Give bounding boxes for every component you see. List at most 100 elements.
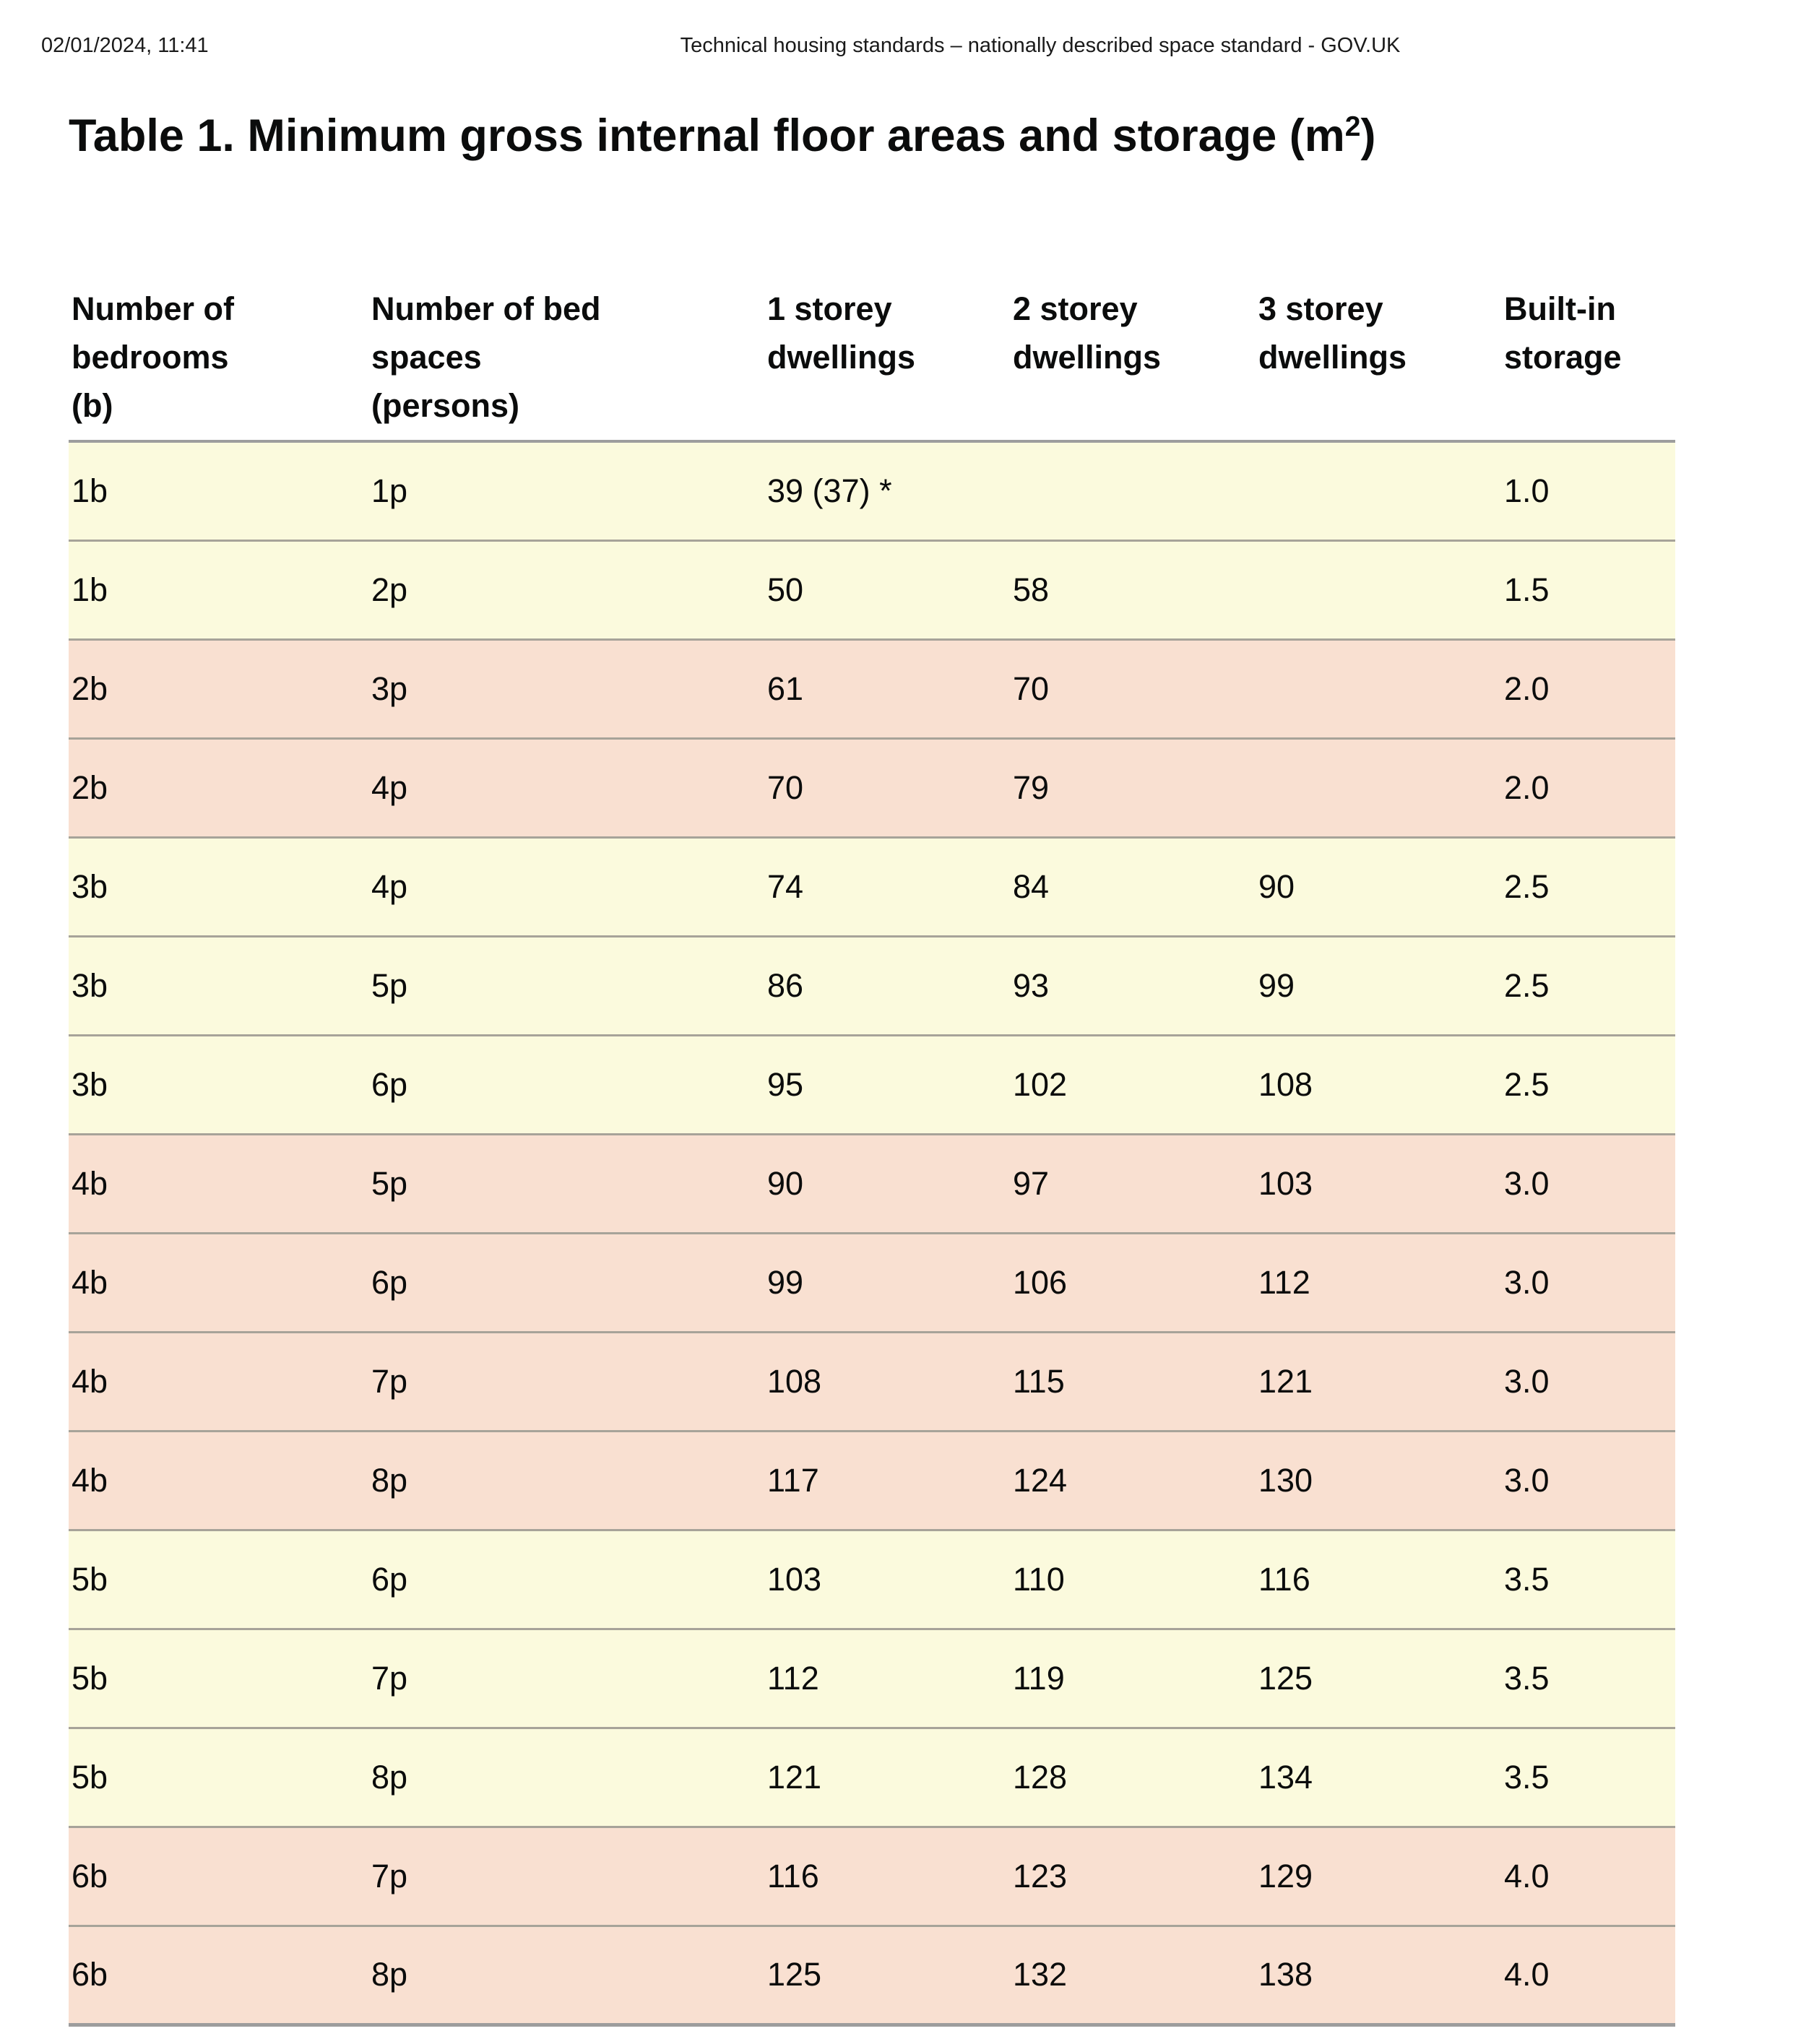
cell-2-storey: 119 [1013, 1659, 1065, 1697]
cell-bedrooms: 4b [72, 1164, 108, 1202]
cell-2-storey: 115 [1013, 1362, 1065, 1400]
table-row: 2b 3p 61 70 2.0 [69, 639, 1675, 738]
table-row: 2b 4p 70 79 2.0 [69, 738, 1675, 837]
header-row: Number of bedrooms (b) Number of bed spa… [69, 280, 1675, 441]
cell-bed-spaces: 5p [371, 1164, 408, 1202]
header-line: spaces [371, 339, 482, 376]
header-line: 2 storey [1013, 290, 1138, 327]
cell-1-storey: 112 [767, 1659, 819, 1697]
cell-bed-spaces: 5p [371, 966, 408, 1004]
page-title: Table 1. Minimum gross internal floor ar… [69, 108, 1375, 163]
cell-bed-spaces: 7p [371, 1659, 408, 1697]
cell-bedrooms: 5b [72, 1659, 108, 1697]
cell-3-storey: 138 [1258, 1956, 1313, 1993]
column-header-2-storey: 2 storey dwellings [1010, 280, 1256, 441]
cell-storage: 2.5 [1504, 1065, 1550, 1103]
cell-1-storey: 90 [767, 1164, 804, 1202]
cell-bed-spaces: 4p [371, 867, 408, 905]
cell-bedrooms: 5b [72, 1560, 108, 1598]
cell-storage: 3.5 [1504, 1560, 1550, 1598]
column-header-storage: Built-in storage [1501, 280, 1675, 441]
table-row: 1b 2p 50 58 1.5 [69, 540, 1675, 639]
cell-2-storey: 128 [1013, 1758, 1068, 1796]
cell-1-storey: 117 [767, 1461, 819, 1499]
space-standards-table: Number of bedrooms (b) Number of bed spa… [69, 280, 1675, 2027]
cell-bedrooms: 2b [72, 768, 108, 806]
cell-bedrooms: 1b [72, 571, 108, 608]
header-line: dwellings [1258, 339, 1407, 376]
cell-3-storey: 90 [1258, 867, 1295, 905]
cell-2-storey: 123 [1013, 1857, 1068, 1894]
cell-storage: 2.0 [1504, 768, 1550, 806]
cell-bed-spaces: 2p [371, 571, 408, 608]
cell-3-storey: 103 [1258, 1164, 1313, 1202]
cell-storage: 3.0 [1504, 1263, 1550, 1301]
cell-bed-spaces: 8p [371, 1758, 408, 1796]
cell-2-storey: 132 [1013, 1956, 1068, 1993]
cell-1-storey: 61 [767, 670, 804, 707]
cell-3-storey: 112 [1258, 1263, 1310, 1301]
cell-1-storey: 86 [767, 966, 804, 1004]
header-line: (b) [72, 387, 113, 424]
column-header-1-storey: 1 storey dwellings [764, 280, 1010, 441]
cell-3-storey: 125 [1258, 1659, 1313, 1697]
cell-2-storey [1010, 441, 1256, 540]
cell-bedrooms: 5b [72, 1758, 108, 1796]
cell-storage: 2.5 [1504, 867, 1550, 905]
cell-3-storey: 134 [1258, 1758, 1313, 1796]
cell-bedrooms: 6b [72, 1956, 108, 1993]
table-row: 4b 7p 108 115 121 3.0 [69, 1332, 1675, 1431]
cell-bedrooms: 3b [72, 867, 108, 905]
header-line: dwellings [767, 339, 916, 376]
cell-bed-spaces: 7p [371, 1362, 408, 1400]
cell-storage: 3.0 [1504, 1362, 1550, 1400]
header-line: Number of [72, 290, 234, 327]
cell-bed-spaces: 6p [371, 1263, 408, 1301]
cell-1-storey: 99 [767, 1263, 804, 1301]
cell-1-storey: 121 [767, 1758, 822, 1796]
cell-storage: 2.5 [1504, 966, 1550, 1004]
cell-storage: 3.0 [1504, 1164, 1550, 1202]
cell-1-storey: 39 (37) * [767, 472, 892, 509]
column-header-3-storey: 3 storey dwellings [1256, 280, 1501, 441]
cell-storage: 3.5 [1504, 1659, 1550, 1697]
cell-1-storey: 74 [767, 867, 804, 905]
cell-bed-spaces: 8p [371, 1956, 408, 1993]
cell-bed-spaces: 6p [371, 1560, 408, 1598]
header-line: Built-in [1504, 290, 1616, 327]
cell-storage: 3.0 [1504, 1461, 1550, 1499]
column-header-bedrooms: Number of bedrooms (b) [69, 280, 368, 441]
cell-3-storey [1256, 738, 1501, 837]
cell-1-storey: 108 [767, 1362, 822, 1400]
cell-1-storey: 103 [767, 1560, 822, 1598]
cell-3-storey [1256, 441, 1501, 540]
cell-3-storey: 121 [1258, 1362, 1313, 1400]
header-line: Number of bed [371, 290, 601, 327]
cell-bed-spaces: 8p [371, 1461, 408, 1499]
page-title-superscript: 2 [1344, 111, 1361, 142]
header-line: bedrooms [72, 339, 229, 376]
cell-bed-spaces: 4p [371, 768, 408, 806]
table-row: 3b 5p 86 93 99 2.5 [69, 936, 1675, 1035]
table-row: 3b 4p 74 84 90 2.5 [69, 837, 1675, 936]
table-row: 3b 6p 95 102 108 2.5 [69, 1035, 1675, 1134]
cell-bed-spaces: 6p [371, 1065, 408, 1103]
header-line: (persons) [371, 387, 520, 424]
cell-2-storey: 93 [1013, 966, 1050, 1004]
table-header: Number of bedrooms (b) Number of bed spa… [69, 280, 1675, 441]
table-row: 6b 7p 116 123 129 4.0 [69, 1827, 1675, 1926]
cell-bedrooms: 3b [72, 1065, 108, 1103]
cell-1-storey: 70 [767, 768, 804, 806]
cell-bedrooms: 4b [72, 1461, 108, 1499]
cell-3-storey [1256, 639, 1501, 738]
cell-2-storey: 97 [1013, 1164, 1050, 1202]
print-date: 02/01/2024, 11:41 [41, 34, 209, 57]
cell-storage: 3.5 [1504, 1758, 1550, 1796]
cell-3-storey: 99 [1258, 966, 1295, 1004]
cell-3-storey: 116 [1258, 1560, 1310, 1598]
cell-2-storey: 106 [1013, 1263, 1068, 1301]
cell-3-storey: 130 [1258, 1461, 1313, 1499]
table-row: 5b 7p 112 119 125 3.5 [69, 1629, 1675, 1728]
table-row: 4b 8p 117 124 130 3.0 [69, 1431, 1675, 1530]
cell-bedrooms: 4b [72, 1263, 108, 1301]
